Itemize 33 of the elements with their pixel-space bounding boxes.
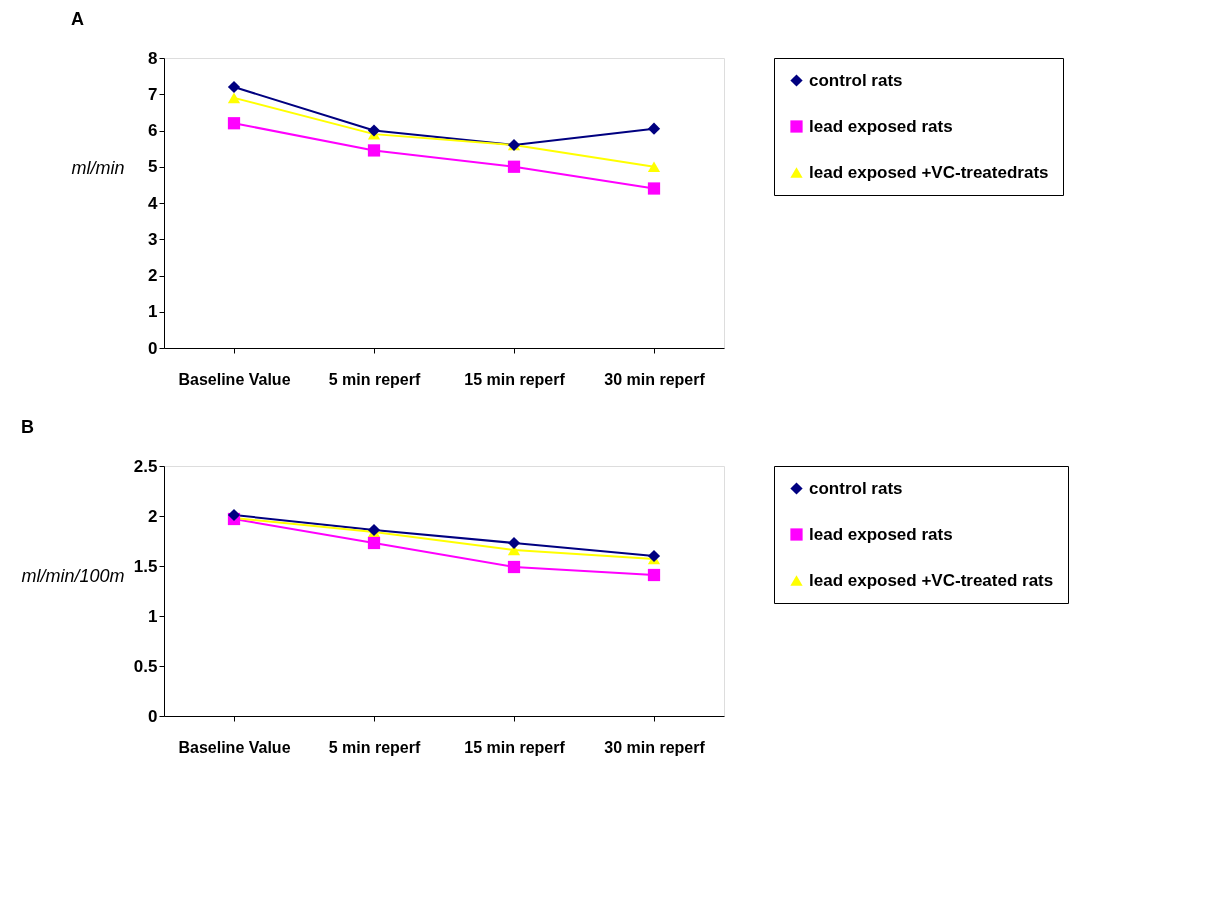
chart-title: A: [71, 9, 84, 29]
y-tick-label: 2.5: [133, 456, 158, 476]
x-tick-label: 5 min reperf: [328, 370, 421, 388]
legend-label: lead exposed rats: [809, 116, 953, 136]
legend-label: control rats: [809, 478, 903, 498]
legend-label: lead exposed +VC-treated rats: [809, 570, 1054, 590]
x-tick-label: Baseline Value: [178, 738, 291, 756]
x-tick-label: 15 min reperf: [464, 738, 566, 756]
x-tick-label: 30 min reperf: [604, 370, 706, 388]
y-tick-label: 3: [148, 229, 158, 249]
x-tick-label: Baseline Value: [178, 370, 291, 388]
y-axis-title: ml/min/100m: [21, 565, 125, 586]
y-tick-label: 0.5: [133, 656, 158, 676]
y-tick-label: 1: [148, 302, 158, 322]
y-tick-label: 1: [148, 606, 158, 626]
y-tick-label: 2: [148, 266, 158, 285]
y-tick-label: 0: [148, 338, 158, 358]
x-tick-label: 15 min reperf: [464, 370, 566, 388]
x-tick-label: 5 min reperf: [328, 738, 421, 756]
y-tick-label: 5: [148, 157, 158, 177]
y-axis-title: ml/min: [71, 157, 125, 178]
chart-title: B: [20, 417, 34, 437]
y-tick-label: 8: [148, 48, 158, 68]
y-tick-label: 4: [148, 193, 159, 213]
y-tick-label: 7: [148, 84, 158, 104]
y-tick-label: 1.5: [133, 556, 158, 576]
legend-label: lead exposed rats: [809, 524, 953, 544]
y-tick-label: 2: [148, 506, 158, 526]
legend-label: control rats: [809, 70, 903, 90]
y-tick-label: 6: [148, 121, 158, 140]
x-tick-label: 30 min reperf: [604, 738, 706, 756]
y-tick-label: 0: [148, 706, 158, 726]
legend-label: lead exposed +VC-treatedrats: [809, 162, 1049, 182]
